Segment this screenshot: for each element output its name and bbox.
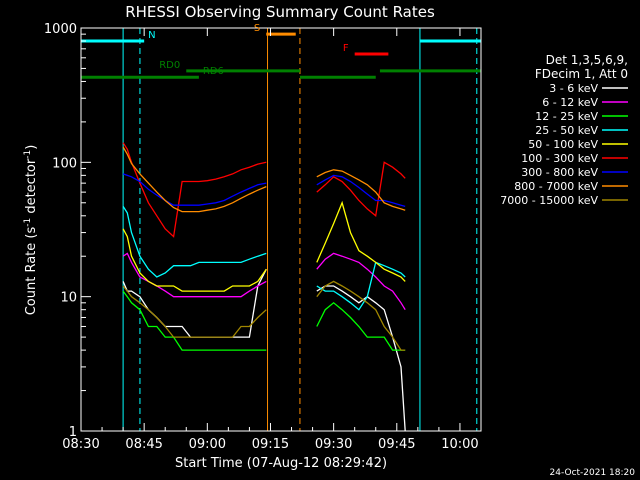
series-line-8-seg-1 [316, 280, 406, 351]
legend-label-4: 50 - 100 keV [528, 138, 598, 151]
legend-label-0: 3 - 6 keV [549, 82, 598, 95]
flag-label-s: S [254, 23, 260, 34]
x-tick-label-3: 09:15 [252, 437, 289, 452]
x-tick-label-1: 08:45 [125, 437, 162, 452]
x-tick-label-6: 10:00 [441, 437, 478, 452]
series-lines [122, 142, 406, 431]
x-tick-label-5: 09:45 [378, 437, 415, 452]
series-line-5-seg-0 [122, 142, 267, 238]
y-axis-label-part2: detector [24, 158, 39, 218]
series-line-7-seg-1 [316, 169, 406, 211]
flag-label-n: N [148, 30, 155, 41]
series-line-6-seg-0 [122, 173, 267, 206]
y-tick-label-2: 100 [52, 156, 77, 171]
series-line-7-seg-0 [122, 146, 267, 213]
legend-label-1: 6 - 12 keV [542, 96, 598, 109]
footer-date: 24-Oct-2021 18:20 [550, 468, 636, 478]
series-line-8-seg-0 [122, 285, 267, 338]
x-tick-label-0: 08:30 [62, 437, 99, 452]
series-line-1-seg-0 [122, 252, 267, 298]
y-axis-label-part3: ) [24, 145, 39, 150]
legend: Det 1,3,5,6,9, FDecim 1, Att 0 3 - 6 keV… [500, 53, 628, 207]
x-axis-label: Start Time (07-Aug-12 08:29:42) [175, 456, 387, 471]
series-line-2-seg-1 [316, 301, 406, 351]
flag-label-f: F [343, 43, 349, 54]
series-line-2-seg-0 [122, 290, 267, 351]
flag-label-rd6: RD6 [203, 66, 224, 77]
y-axis-label-sup1: -1 [23, 218, 33, 227]
legend-label-5: 100 - 300 keV [521, 152, 598, 165]
legend-label-3: 25 - 50 keV [535, 124, 598, 137]
flag-bars [81, 32, 481, 79]
legend-header-line1: Det 1,3,5,6,9, [546, 53, 628, 67]
legend-header-line2: FDecim 1, Att 0 [535, 67, 628, 81]
series-line-4-seg-1 [316, 200, 406, 282]
x-tick-label-4: 09:30 [315, 437, 352, 452]
legend-label-8: 7000 - 15000 keV [500, 194, 598, 207]
y-tick-label-0: 1 [69, 425, 77, 440]
series-line-3-seg-1 [316, 261, 406, 311]
series-line-5-seg-1 [316, 161, 406, 218]
chart-title: RHESSI Observing Summary Count Rates [125, 3, 435, 21]
plot-frame [80, 27, 482, 432]
vertical-markers [81, 28, 478, 431]
flag-label-rd0: RD0 [159, 60, 180, 71]
y-axis-label-sup2: -1 [23, 150, 33, 159]
x-axis-ticks: 08:30 08:45 09:00 09:15 09:30 09:45 10:00 [62, 28, 479, 452]
series-line-6-seg-1 [316, 174, 406, 208]
y-axis-label-part1: Count Rate (s [24, 227, 39, 316]
y-axis-ticks: 1 10 100 1000 [44, 22, 91, 440]
y-tick-label-3: 1000 [44, 22, 77, 37]
series-line-3-seg-0 [122, 206, 267, 278]
legend-label-7: 800 - 7000 keV [514, 180, 598, 193]
y-axis-label: Count Rate (s-1 detector-1) [23, 145, 39, 316]
series-line-4-seg-0 [122, 228, 267, 292]
series-line-1-seg-1 [316, 252, 406, 311]
legend-label-6: 300 - 800 keV [521, 166, 598, 179]
x-tick-label-2: 09:00 [189, 437, 226, 452]
y-tick-label-1: 10 [60, 291, 77, 306]
legend-label-2: 12 - 25 keV [535, 110, 598, 123]
